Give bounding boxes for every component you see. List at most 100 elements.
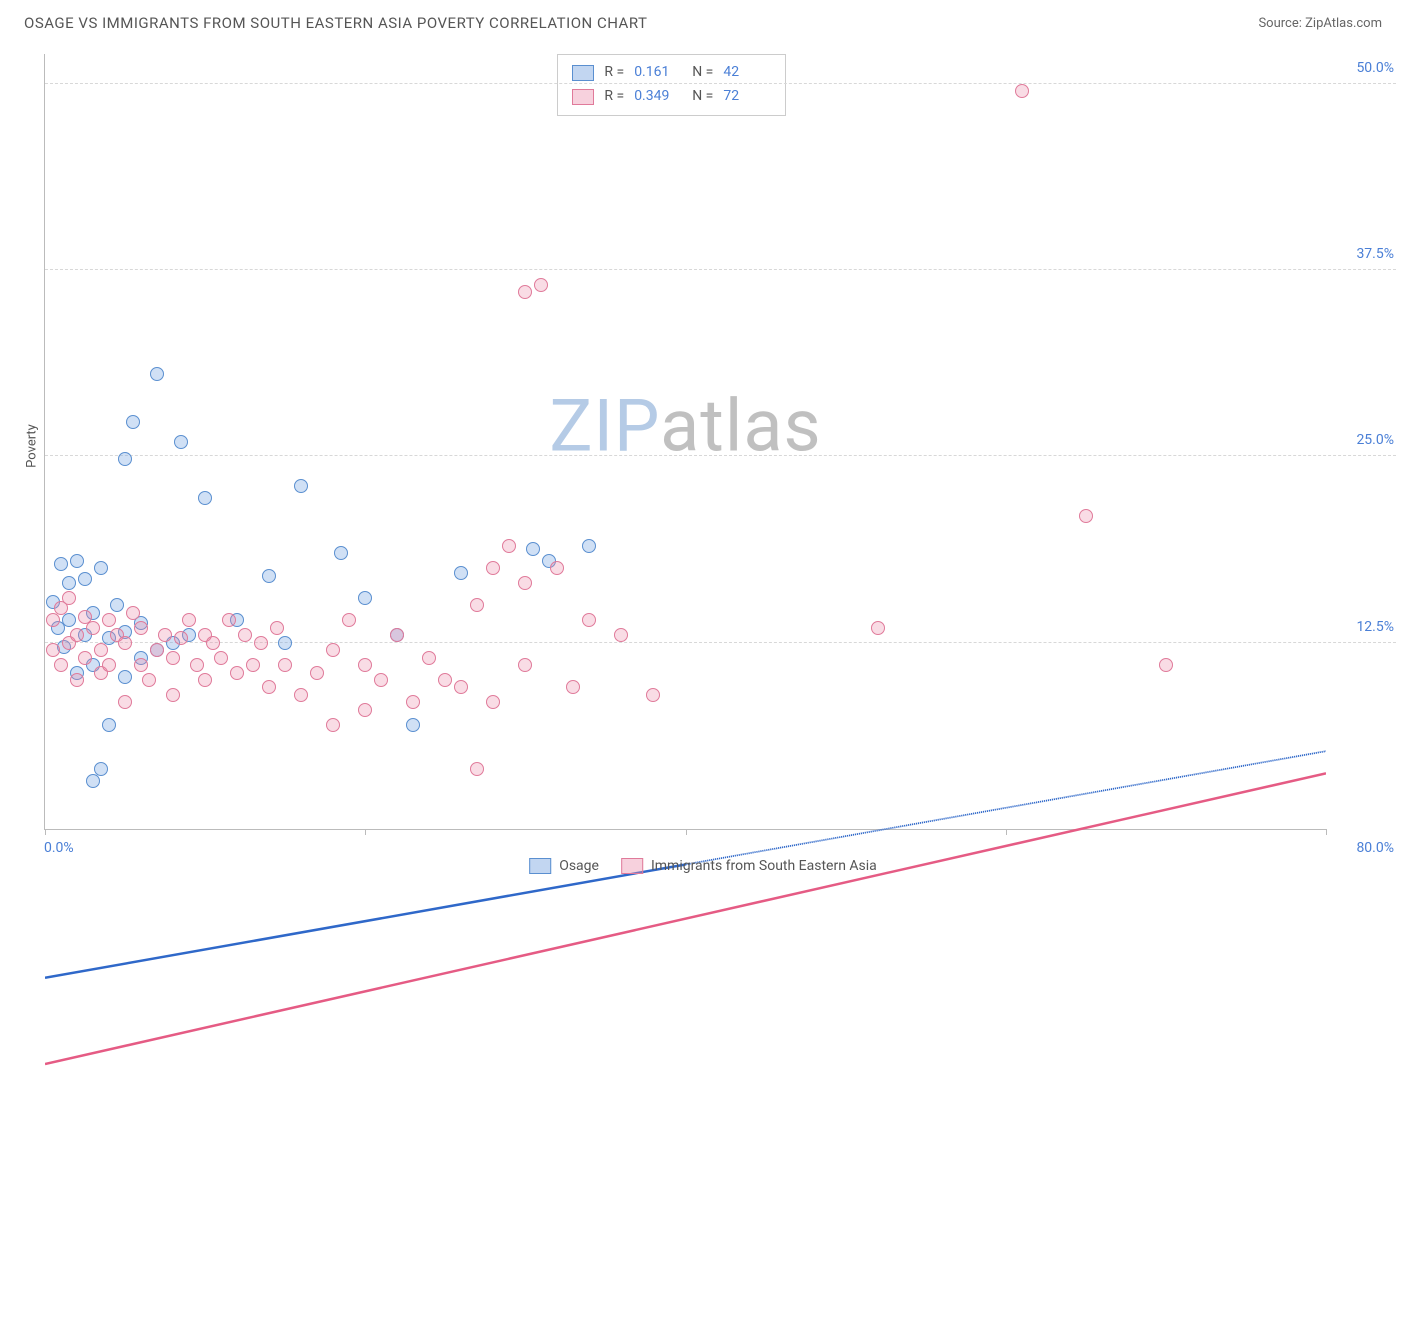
x-axis-end-label: 80.0%	[1356, 840, 1394, 856]
data-point	[470, 762, 484, 776]
data-point	[526, 542, 540, 556]
data-point	[486, 695, 500, 709]
source-label: Source:	[1258, 16, 1301, 31]
data-point	[206, 636, 220, 650]
legend-swatch	[572, 89, 594, 105]
data-point	[358, 703, 372, 717]
chart-title: OSAGE VS IMMIGRANTS FROM SOUTH EASTERN A…	[24, 14, 647, 32]
x-tick-mark	[365, 829, 366, 835]
stats-row: R = 0.349 N = 72	[572, 85, 771, 109]
data-point	[142, 673, 156, 687]
data-point	[214, 651, 228, 665]
data-point	[310, 666, 324, 680]
legend-swatch	[621, 858, 643, 874]
data-point	[118, 695, 132, 709]
data-point	[326, 643, 340, 657]
data-point	[262, 569, 276, 583]
data-point	[518, 285, 532, 299]
data-point	[86, 621, 100, 635]
x-tick-mark	[45, 829, 46, 835]
data-point	[94, 643, 108, 657]
gridline	[45, 83, 1396, 84]
data-point	[198, 673, 212, 687]
gridline	[45, 455, 1396, 456]
chart-header: OSAGE VS IMMIGRANTS FROM SOUTH EASTERN A…	[0, 0, 1406, 40]
data-point	[86, 774, 100, 788]
data-point	[102, 613, 116, 627]
data-point	[406, 718, 420, 732]
data-point	[222, 613, 236, 627]
data-point	[94, 561, 108, 575]
r-value: 0.161	[634, 61, 682, 85]
bottom-legend: Osage Immigrants from South Eastern Asia	[529, 858, 877, 874]
data-point	[198, 491, 212, 505]
legend-swatch	[572, 65, 594, 81]
n-label: N =	[692, 61, 713, 85]
data-point	[502, 539, 516, 553]
data-point	[78, 572, 92, 586]
data-point	[62, 613, 76, 627]
n-label: N =	[692, 85, 713, 109]
data-point	[190, 658, 204, 672]
legend-swatch	[529, 858, 551, 874]
data-point	[174, 631, 188, 645]
x-tick-mark	[1006, 829, 1007, 835]
x-tick-mark	[686, 829, 687, 835]
x-tick-mark	[1326, 829, 1327, 835]
data-point	[294, 688, 308, 702]
data-point	[126, 415, 140, 429]
data-point	[358, 591, 372, 605]
data-point	[566, 680, 580, 694]
data-point	[62, 576, 76, 590]
data-point	[102, 718, 116, 732]
data-point	[166, 651, 180, 665]
stats-row: R = 0.161 N = 42	[572, 61, 771, 85]
data-point	[486, 561, 500, 575]
n-value: 72	[723, 85, 771, 109]
data-point	[390, 628, 404, 642]
data-point	[134, 621, 148, 635]
data-point	[70, 673, 84, 687]
gridline	[45, 269, 1396, 270]
data-point	[1079, 509, 1093, 523]
r-label: R =	[604, 61, 624, 85]
data-point	[518, 658, 532, 672]
stats-box: R = 0.161 N = 42 R = 0.349 N = 72	[557, 54, 786, 116]
r-value: 0.349	[634, 85, 682, 109]
data-point	[70, 554, 84, 568]
source-link[interactable]: ZipAtlas.com	[1305, 16, 1382, 31]
data-point	[582, 539, 596, 553]
data-point	[342, 613, 356, 627]
data-point	[230, 666, 244, 680]
n-value: 42	[723, 61, 771, 85]
data-point	[454, 566, 468, 580]
data-point	[166, 688, 180, 702]
data-point	[158, 628, 172, 642]
data-point	[150, 367, 164, 381]
legend-label: Osage	[559, 858, 599, 874]
data-point	[326, 718, 340, 732]
data-point	[134, 658, 148, 672]
data-point	[118, 636, 132, 650]
data-point	[1015, 84, 1029, 98]
data-point	[278, 658, 292, 672]
data-point	[262, 680, 276, 694]
data-point	[358, 658, 372, 672]
data-point	[54, 557, 68, 571]
legend-label: Immigrants from South Eastern Asia	[651, 858, 877, 874]
data-point	[118, 452, 132, 466]
y-tick-label: 12.5%	[1356, 619, 1394, 635]
data-point	[294, 479, 308, 493]
data-point	[182, 613, 196, 627]
data-point	[46, 613, 60, 627]
y-tick-label: 25.0%	[1356, 432, 1394, 448]
data-point	[614, 628, 628, 642]
data-point	[62, 591, 76, 605]
r-label: R =	[604, 85, 624, 109]
data-point	[70, 628, 84, 642]
data-point	[374, 673, 388, 687]
data-point	[102, 658, 116, 672]
data-point	[110, 598, 124, 612]
data-point	[278, 636, 292, 650]
gridline	[45, 642, 1396, 643]
